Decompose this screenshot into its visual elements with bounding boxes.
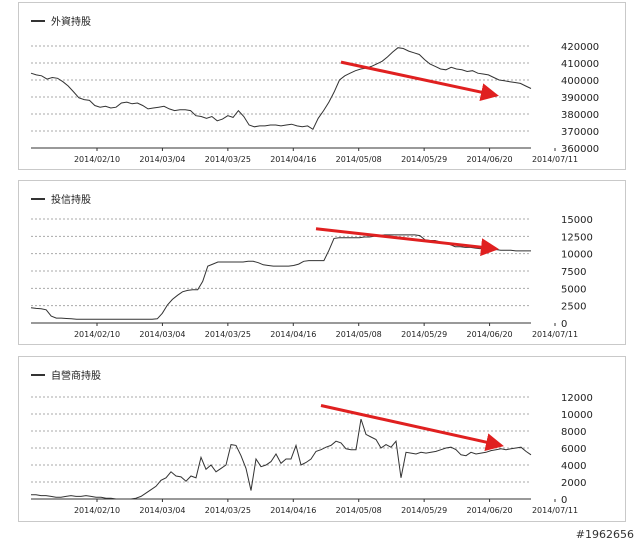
x-tick-label: 2014/05/29 <box>401 330 447 339</box>
trend-arrow <box>320 404 504 451</box>
x-tick-label: 2014/03/04 <box>139 330 185 339</box>
legend-line-swatch <box>31 373 45 376</box>
legend: 自營商持股 <box>31 367 101 382</box>
y-tick-label: 12500 <box>561 232 593 243</box>
x-tick-label: 2014/05/08 <box>336 155 382 164</box>
x-tick-label: 2014/07/11 <box>532 506 578 515</box>
legend-label: 投信持股 <box>51 195 91 206</box>
y-tick-label: 7500 <box>561 267 586 278</box>
x-tick-label: 2014/03/25 <box>205 506 251 515</box>
y-tick-label: 0 <box>561 495 567 506</box>
x-tick-label: 2014/04/16 <box>270 506 316 515</box>
y-tick-label: 380000 <box>561 110 599 121</box>
legend: 投信持股 <box>31 191 91 206</box>
legend-line-swatch <box>31 197 45 200</box>
y-tick-label: 410000 <box>561 59 599 70</box>
x-tick-label: 2014/06/20 <box>467 155 513 164</box>
y-tick-label: 2500 <box>561 302 586 313</box>
x-tick-label: 2014/07/11 <box>532 155 578 164</box>
y-tick-label: 10000 <box>561 250 593 261</box>
y-tick-label: 390000 <box>561 93 599 104</box>
y-tick-label: 5000 <box>561 284 586 295</box>
investment-trust-holdings-chart: 15000 12500 10000 7500 5000 2500 0 2014/02/10 20… <box>30 215 593 339</box>
y-tick-label: 12000 <box>561 393 593 404</box>
y-tick-label: 2000 <box>561 478 586 489</box>
x-tick-label: 2014/04/16 <box>270 155 316 164</box>
legend-label: 自營商持股 <box>51 371 101 382</box>
x-tick-label: 2014/03/04 <box>139 506 185 515</box>
y-tick-label: 0 <box>561 319 567 330</box>
trend-arrow <box>340 60 499 101</box>
investment-trust-holdings-panel: 投信持股 15000 12500 10000 7500 5000 2500 0 2014/02… <box>18 180 626 345</box>
x-tick-label: 2014/06/20 <box>467 330 513 339</box>
y-tick-label: 8000 <box>561 427 586 438</box>
series-line <box>31 418 532 500</box>
foreign-holdings-chart: 420000 410000 400000 390000 380000 370000 3600… <box>30 42 599 164</box>
x-tick-label: 2014/06/20 <box>467 506 513 515</box>
legend-line-swatch <box>31 19 45 22</box>
y-tick-label: 6000 <box>561 444 586 455</box>
foreign-holdings-panel: 外資持股 420000 410000 400000 390000 380000 37000… <box>18 2 626 170</box>
y-tick-label: 360000 <box>561 144 599 155</box>
legend: 外資持股 <box>31 13 91 28</box>
legend-label: 外資持股 <box>51 17 91 28</box>
dealer-holdings-panel: 自營商持股 12000 10000 8000 6000 4000 2000 0 2014/02… <box>18 356 626 522</box>
x-tick-label: 2014/02/10 <box>74 506 120 515</box>
x-tick-label: 2014/05/29 <box>401 155 447 164</box>
x-tick-label: 2014/07/11 <box>532 330 578 339</box>
y-tick-label: 10000 <box>561 410 593 421</box>
dealer-holdings-chart: 12000 10000 8000 6000 4000 2000 0 2014/02/10 201… <box>31 393 593 515</box>
x-tick-label: 2014/02/10 <box>74 330 120 339</box>
x-tick-label: 2014/03/04 <box>139 155 185 164</box>
x-tick-label: 2014/03/25 <box>205 330 251 339</box>
x-tick-label: 2014/03/25 <box>205 155 251 164</box>
x-tick-label: 2014/05/08 <box>336 506 382 515</box>
y-tick-label: 400000 <box>561 76 599 87</box>
x-tick-label: 2014/05/29 <box>401 506 447 515</box>
y-tick-label: 370000 <box>561 127 599 138</box>
y-tick-label: 4000 <box>561 461 586 472</box>
y-tick-label: 420000 <box>561 42 599 53</box>
trend-arrow <box>315 227 499 257</box>
x-tick-label: 2014/02/10 <box>74 155 120 164</box>
series-line <box>30 234 531 320</box>
x-tick-label: 2014/04/16 <box>270 330 316 339</box>
y-tick-label: 15000 <box>561 215 593 226</box>
series-line <box>30 47 532 131</box>
x-tick-label: 2014/05/08 <box>336 330 382 339</box>
watermark-id: #1962656 <box>575 528 634 541</box>
